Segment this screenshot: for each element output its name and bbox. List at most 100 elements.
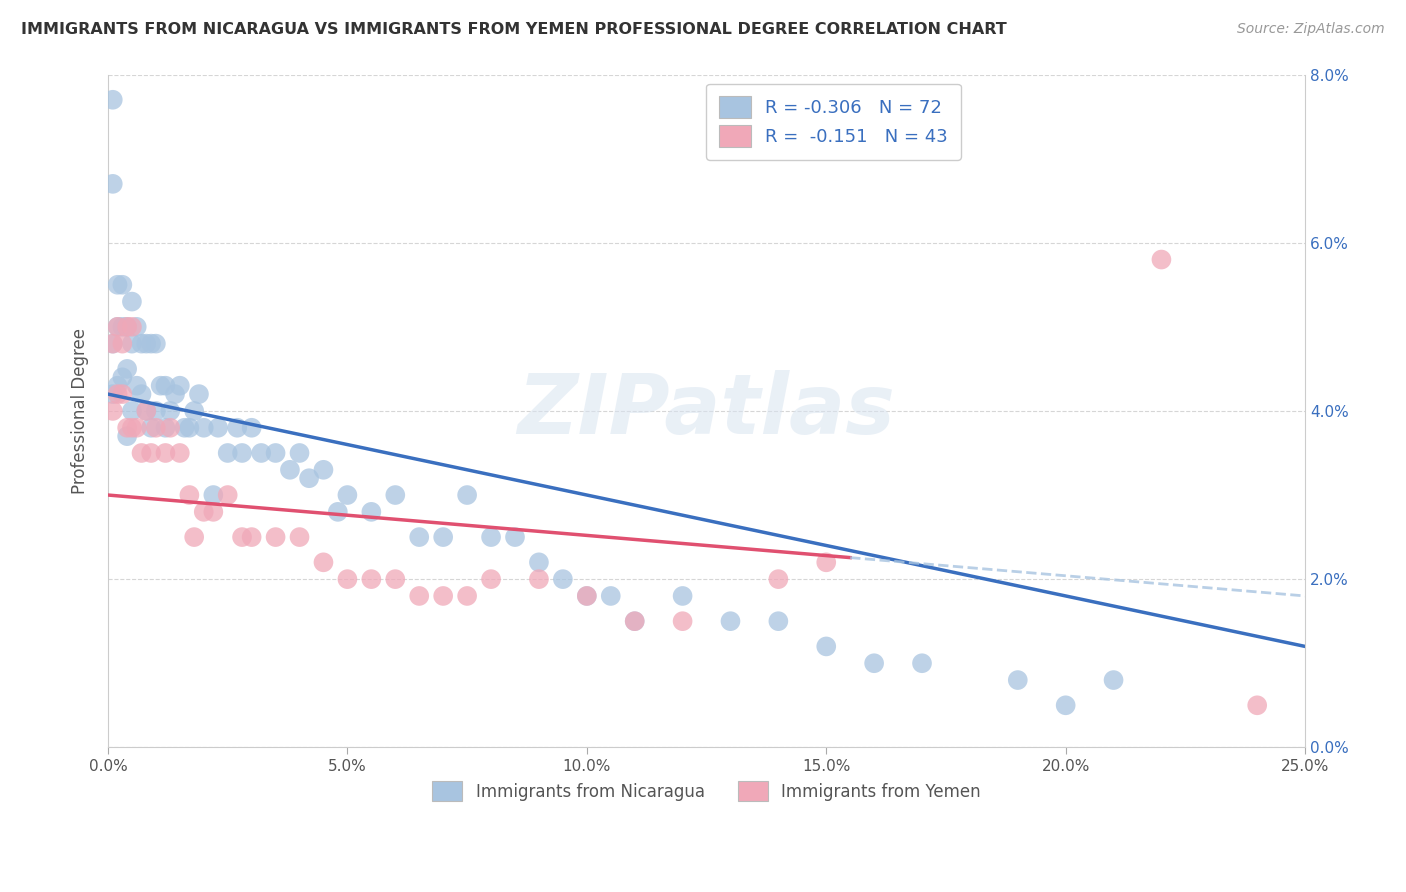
Point bbox=[111, 370, 134, 384]
Point bbox=[139, 421, 162, 435]
Point bbox=[623, 614, 645, 628]
Point bbox=[101, 404, 124, 418]
Point bbox=[121, 336, 143, 351]
Point bbox=[479, 530, 502, 544]
Point bbox=[503, 530, 526, 544]
Point bbox=[135, 404, 157, 418]
Point bbox=[231, 530, 253, 544]
Point bbox=[155, 421, 177, 435]
Point bbox=[863, 657, 886, 671]
Point bbox=[298, 471, 321, 485]
Point bbox=[432, 530, 454, 544]
Text: ZIPatlas: ZIPatlas bbox=[517, 370, 896, 451]
Point bbox=[250, 446, 273, 460]
Point bbox=[111, 277, 134, 292]
Point bbox=[456, 488, 478, 502]
Point bbox=[1054, 698, 1077, 713]
Point bbox=[121, 421, 143, 435]
Point bbox=[527, 572, 550, 586]
Point bbox=[278, 463, 301, 477]
Point bbox=[145, 421, 167, 435]
Point bbox=[163, 387, 186, 401]
Legend: Immigrants from Nicaragua, Immigrants from Yemen: Immigrants from Nicaragua, Immigrants fr… bbox=[420, 770, 993, 813]
Point bbox=[384, 572, 406, 586]
Point bbox=[135, 404, 157, 418]
Point bbox=[111, 387, 134, 401]
Point bbox=[115, 319, 138, 334]
Point bbox=[155, 378, 177, 392]
Point bbox=[101, 336, 124, 351]
Point bbox=[183, 404, 205, 418]
Point bbox=[121, 294, 143, 309]
Point bbox=[131, 336, 153, 351]
Point bbox=[115, 362, 138, 376]
Point bbox=[240, 530, 263, 544]
Point bbox=[1246, 698, 1268, 713]
Point bbox=[139, 336, 162, 351]
Point bbox=[131, 387, 153, 401]
Point bbox=[240, 421, 263, 435]
Point bbox=[456, 589, 478, 603]
Point bbox=[107, 378, 129, 392]
Point bbox=[145, 336, 167, 351]
Point bbox=[408, 530, 430, 544]
Point bbox=[111, 336, 134, 351]
Point bbox=[911, 657, 934, 671]
Point bbox=[226, 421, 249, 435]
Point bbox=[115, 421, 138, 435]
Point bbox=[288, 446, 311, 460]
Point bbox=[179, 421, 201, 435]
Point bbox=[111, 319, 134, 334]
Point bbox=[107, 319, 129, 334]
Point bbox=[360, 505, 382, 519]
Point bbox=[599, 589, 621, 603]
Point bbox=[193, 505, 215, 519]
Point bbox=[264, 530, 287, 544]
Point bbox=[671, 614, 693, 628]
Point bbox=[202, 505, 225, 519]
Point bbox=[125, 378, 148, 392]
Point bbox=[121, 319, 143, 334]
Point bbox=[815, 555, 838, 569]
Point bbox=[107, 387, 129, 401]
Point bbox=[623, 614, 645, 628]
Point bbox=[101, 387, 124, 401]
Point bbox=[125, 421, 148, 435]
Point bbox=[202, 488, 225, 502]
Point bbox=[671, 589, 693, 603]
Point bbox=[193, 421, 215, 435]
Point bbox=[188, 387, 211, 401]
Point bbox=[107, 277, 129, 292]
Point bbox=[551, 572, 574, 586]
Point bbox=[101, 93, 124, 107]
Point bbox=[384, 488, 406, 502]
Point bbox=[527, 555, 550, 569]
Point bbox=[408, 589, 430, 603]
Point bbox=[217, 488, 239, 502]
Point bbox=[815, 640, 838, 654]
Point bbox=[121, 404, 143, 418]
Point bbox=[264, 446, 287, 460]
Point bbox=[360, 572, 382, 586]
Point bbox=[720, 614, 742, 628]
Point bbox=[169, 378, 191, 392]
Text: Source: ZipAtlas.com: Source: ZipAtlas.com bbox=[1237, 22, 1385, 37]
Point bbox=[231, 446, 253, 460]
Point bbox=[336, 488, 359, 502]
Point bbox=[768, 572, 790, 586]
Point bbox=[159, 421, 181, 435]
Point bbox=[115, 429, 138, 443]
Point bbox=[1007, 673, 1029, 687]
Point bbox=[768, 614, 790, 628]
Point bbox=[432, 589, 454, 603]
Point bbox=[159, 404, 181, 418]
Point bbox=[575, 589, 598, 603]
Point bbox=[1150, 252, 1173, 267]
Point bbox=[115, 319, 138, 334]
Point bbox=[312, 555, 335, 569]
Point bbox=[326, 505, 349, 519]
Point bbox=[139, 446, 162, 460]
Point bbox=[155, 446, 177, 460]
Point bbox=[135, 336, 157, 351]
Point bbox=[145, 404, 167, 418]
